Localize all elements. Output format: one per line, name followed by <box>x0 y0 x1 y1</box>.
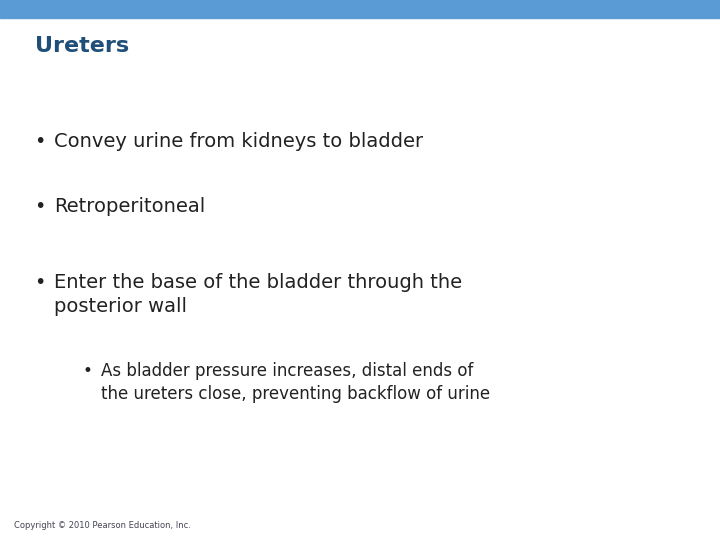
Bar <box>0 0 720 18</box>
Text: •: • <box>83 362 93 380</box>
Text: Copyright © 2010 Pearson Education, Inc.: Copyright © 2010 Pearson Education, Inc. <box>14 521 192 530</box>
Text: Ureters: Ureters <box>35 36 129 56</box>
Text: •: • <box>35 132 46 151</box>
Text: •: • <box>35 273 46 292</box>
Text: Enter the base of the bladder through the
posterior wall: Enter the base of the bladder through th… <box>54 273 462 316</box>
Text: •: • <box>35 197 46 216</box>
Text: As bladder pressure increases, distal ends of
the ureters close, preventing back: As bladder pressure increases, distal en… <box>101 362 490 403</box>
Text: Convey urine from kidneys to bladder: Convey urine from kidneys to bladder <box>54 132 423 151</box>
Text: Retroperitoneal: Retroperitoneal <box>54 197 205 216</box>
